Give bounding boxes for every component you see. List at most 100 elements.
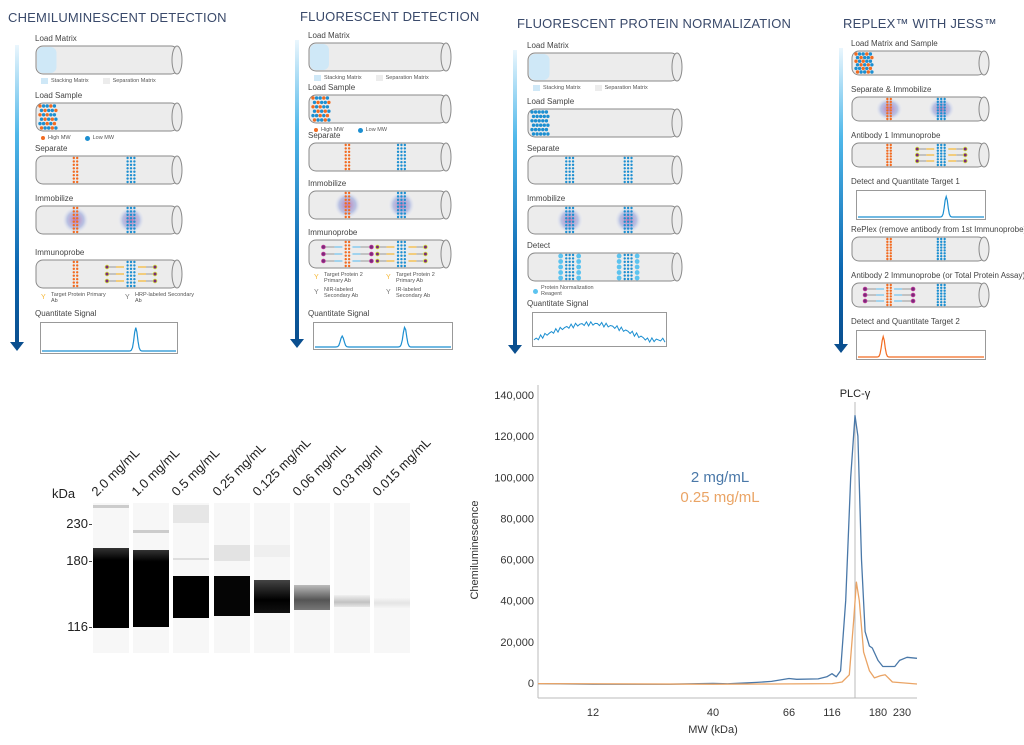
step-label: Separate & Immobilize — [851, 85, 932, 94]
y-tick-label: 20,000 — [500, 637, 534, 649]
capillary-tube — [527, 108, 679, 138]
tube-end — [978, 236, 990, 262]
signal-plot-frame — [856, 330, 986, 360]
step-label: Immunoprobe — [35, 248, 85, 257]
legend-item: Stacking Matrix — [314, 75, 362, 81]
gel-lane — [253, 503, 290, 653]
tube-end — [171, 45, 183, 75]
workflow-step: Separate — [527, 143, 685, 186]
gel-lane — [93, 503, 129, 653]
series-line — [537, 581, 918, 685]
immobilization-halo — [117, 206, 145, 234]
signal-plot-frame — [856, 190, 986, 220]
capillary-tube — [35, 205, 179, 235]
capillary-tube — [851, 236, 986, 262]
tube-end — [440, 142, 452, 172]
capillary-tube — [851, 96, 986, 122]
legend-entry: 2 mg/mL — [691, 469, 749, 486]
legend-swatch-icon: Y — [386, 289, 391, 296]
capillary-diagram — [851, 50, 990, 76]
mw-tick — [89, 561, 92, 562]
workflow-step: Detect Protein Normalization Reagent — [527, 240, 685, 297]
normalization-reagent-dot — [558, 253, 564, 259]
legend-item: Y Target Protein 2 Primary Ab — [386, 272, 444, 284]
peak-annotation: PLC-γ — [840, 388, 871, 400]
legend-item: Stacking Matrix — [41, 78, 89, 84]
protein-band — [72, 156, 79, 184]
capillary-diagram — [527, 252, 683, 282]
normalization-reagent-dot — [576, 270, 582, 275]
workflow-title: FLUORESCENT DETECTION — [300, 9, 480, 24]
legend-label: Low MW — [365, 127, 388, 133]
series-line — [537, 414, 918, 685]
protein-band — [565, 253, 575, 281]
normalization-reagent-dot — [634, 275, 640, 281]
step-label: Load Matrix — [527, 41, 569, 50]
step-label: RePlex (remove antibody from 1st Immunop… — [851, 225, 1024, 234]
step-legend: High MW Low MW — [35, 135, 185, 141]
capillary-tube — [35, 45, 179, 75]
x-tick-label: 12 — [587, 707, 599, 719]
capillary-diagram — [35, 259, 183, 289]
sample-dots — [311, 96, 331, 122]
step-legend: Stacking Matrix Separation Matrix — [308, 75, 454, 81]
tube-end — [440, 190, 452, 220]
legend-label: Target Protein 2 Primary Ab — [396, 272, 435, 284]
legend-swatch-icon: Y — [314, 289, 319, 296]
legend-label: Separation Matrix — [604, 85, 648, 91]
legend-label: Target Protein 2 Primary Ab — [324, 272, 363, 284]
legend-label: Stacking Matrix — [324, 75, 362, 81]
capillary-diagram — [35, 45, 183, 75]
capillary-diagram — [308, 239, 452, 269]
step-label: Load Matrix — [308, 31, 350, 40]
immobilization-halo — [387, 191, 416, 219]
workflow-step: Immunoprobe Y Target Protein Primary Ab Y HR… — [35, 247, 195, 304]
step-label: Immobilize — [308, 179, 347, 188]
protein-band — [623, 253, 633, 281]
step-label: Quantitate Signal — [308, 309, 370, 318]
step-label: Antibody 2 Immunoprobe (or Total Protein… — [851, 271, 1024, 280]
antibody-complex — [862, 286, 916, 304]
workflow-step: Immunoprobe Y Target Protein 2 Primary Ab Y… — [308, 227, 454, 299]
gel-lane — [334, 503, 371, 653]
step-label: Separate — [308, 131, 341, 140]
legend-item: Separation Matrix — [375, 75, 429, 81]
legend-swatch-icon — [41, 78, 48, 84]
protein-band — [133, 550, 170, 627]
signal-plot — [856, 190, 986, 220]
protein-band — [936, 237, 946, 261]
protein-band — [126, 156, 136, 184]
signal-trace — [858, 334, 984, 358]
legend-item: Y Target Protein 2 Primary Ab — [314, 272, 372, 284]
protein-band — [294, 585, 330, 610]
legend-item: Low MW — [357, 127, 388, 133]
protein-band — [396, 240, 407, 268]
y-tick-label: 100,000 — [494, 472, 534, 484]
mw-tick — [89, 627, 92, 628]
tube-end — [671, 108, 683, 138]
signal-trace — [533, 320, 666, 344]
signal-trace — [315, 325, 451, 348]
workflow-step: Load Matrix and Sample — [851, 38, 992, 77]
protein-band — [936, 97, 946, 121]
lane-label: 0.015 mg/mL — [369, 434, 435, 499]
workflow-step: Quantitate Signal — [308, 308, 453, 350]
immobilization-halo — [555, 206, 584, 234]
capillary-diagram — [851, 142, 990, 168]
capillary-tube — [527, 52, 679, 82]
capillary-tube — [308, 190, 448, 220]
workflow-arrow-icon — [834, 48, 848, 353]
protein-band — [886, 237, 892, 261]
protein-band — [133, 530, 170, 533]
y-tick-label: 140,000 — [494, 390, 534, 402]
normalization-reagent-dot — [558, 275, 564, 281]
capillary-diagram — [851, 236, 990, 262]
legend-swatch-icon — [375, 75, 383, 81]
protein-band — [93, 505, 129, 508]
protein-band — [936, 143, 946, 167]
workflow-step: Detect and Quantitate Target 1 — [851, 176, 986, 220]
protein-band — [886, 143, 892, 167]
legend-label: High MW — [48, 135, 71, 141]
protein-band — [623, 156, 633, 184]
protein-band — [886, 283, 892, 307]
